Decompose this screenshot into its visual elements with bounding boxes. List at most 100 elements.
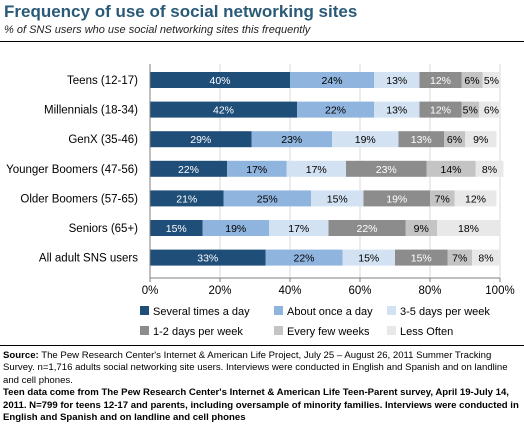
data-label: 6% bbox=[464, 75, 479, 87]
bar-segment bbox=[472, 249, 500, 266]
category-label: Seniors (65+) bbox=[69, 223, 139, 235]
data-label: 5% bbox=[463, 105, 478, 117]
data-label: 7% bbox=[435, 193, 450, 205]
legend-label: About once a day bbox=[287, 306, 373, 318]
data-label: 22% bbox=[178, 164, 199, 176]
bar-segment bbox=[342, 249, 395, 266]
chart-subtitle: % of SNS users who use social networking… bbox=[4, 24, 311, 36]
data-label: 42% bbox=[213, 105, 234, 117]
data-label: 25% bbox=[257, 193, 278, 205]
data-label: 15% bbox=[411, 253, 432, 265]
legend-label: Less Often bbox=[400, 326, 453, 338]
bar-segment bbox=[395, 249, 448, 266]
legend-label: Every few weeks bbox=[287, 326, 370, 338]
bar-segment bbox=[150, 249, 266, 266]
source-note: Source: The Pew Research Center's Intern… bbox=[3, 350, 521, 424]
data-label: 8% bbox=[482, 164, 497, 176]
bar-segment bbox=[251, 131, 332, 148]
source-label: Source: bbox=[3, 350, 39, 361]
category-label: Millennials (18-34) bbox=[44, 105, 138, 117]
legend-label: 1-2 days per week bbox=[153, 326, 243, 338]
data-label: 22% bbox=[325, 105, 346, 117]
category-label: GenX (35-46) bbox=[68, 134, 138, 146]
bar-segment bbox=[332, 131, 399, 148]
bar-segment bbox=[269, 220, 329, 236]
data-label: 19% bbox=[386, 193, 407, 205]
data-label: 5% bbox=[484, 75, 499, 87]
bar-segment bbox=[447, 249, 472, 266]
data-label: 17% bbox=[306, 164, 327, 176]
category-label: Younger Boomers (47-56) bbox=[6, 164, 138, 176]
data-label: 9% bbox=[414, 223, 429, 235]
data-label: 40% bbox=[209, 75, 230, 87]
bar-segment bbox=[398, 131, 444, 148]
bar-segment bbox=[419, 101, 462, 118]
data-label: 19% bbox=[225, 223, 246, 235]
data-label: 17% bbox=[288, 223, 309, 235]
bar-segment bbox=[482, 72, 500, 88]
data-label: 19% bbox=[355, 134, 376, 146]
bar-segment bbox=[328, 220, 406, 236]
data-label: 7% bbox=[452, 253, 467, 265]
data-label: 23% bbox=[376, 164, 397, 176]
source-paragraph-1: Source: The Pew Research Center's Intern… bbox=[3, 350, 521, 387]
legend-swatch bbox=[274, 326, 283, 335]
bar-segment bbox=[444, 131, 465, 148]
bar-segment bbox=[374, 72, 420, 88]
bar-segment bbox=[454, 190, 497, 207]
source-divider bbox=[0, 345, 524, 346]
data-label: 9% bbox=[473, 134, 488, 146]
stacked-bar-chart: Teens (12-17) 40% 24% 13% 12% 6% 5% Millennials… bbox=[6, 64, 515, 338]
bar-segment bbox=[297, 101, 374, 118]
bar-segment bbox=[346, 160, 427, 177]
bar-segment bbox=[265, 249, 343, 266]
data-label: 12% bbox=[430, 105, 451, 117]
source-text-1: The Pew Research Center's Internet & Ame… bbox=[3, 350, 508, 386]
legend-swatch bbox=[140, 326, 149, 335]
bar-segment bbox=[150, 101, 297, 118]
data-label: 22% bbox=[356, 223, 377, 235]
top-divider bbox=[0, 41, 524, 42]
legend-swatch bbox=[387, 326, 396, 335]
bar-segment bbox=[150, 220, 203, 236]
data-label: 29% bbox=[190, 134, 211, 146]
data-label: 17% bbox=[246, 164, 267, 176]
chart-title: Frequency of use of social networking si… bbox=[4, 2, 358, 21]
legend-label: Several times a day bbox=[153, 306, 250, 318]
bar-segment bbox=[426, 160, 476, 177]
x-tick-label: 40% bbox=[278, 285, 301, 297]
data-label: 21% bbox=[176, 193, 197, 205]
bar-segment bbox=[290, 72, 374, 88]
bar-segment bbox=[374, 101, 420, 118]
legend-swatch bbox=[274, 306, 283, 315]
data-label: 24% bbox=[321, 75, 342, 87]
bar-segment bbox=[363, 190, 430, 207]
data-label: 18% bbox=[458, 223, 479, 235]
x-tick-label: 0% bbox=[142, 285, 159, 297]
bar-segment bbox=[150, 72, 290, 88]
bar-segment bbox=[461, 72, 483, 88]
bar-segment bbox=[461, 101, 479, 118]
bar-segment bbox=[150, 160, 227, 177]
bar-segment bbox=[479, 101, 500, 118]
x-tick-label: 100% bbox=[485, 285, 514, 297]
data-label: 12% bbox=[430, 75, 451, 87]
data-label: 15% bbox=[327, 193, 348, 205]
bar-segment bbox=[150, 131, 252, 148]
data-label: 22% bbox=[293, 253, 314, 265]
bar-segment bbox=[286, 160, 346, 177]
bar-segment bbox=[430, 190, 455, 207]
category-label: Teens (12-17) bbox=[67, 75, 138, 87]
data-label: 6% bbox=[447, 134, 462, 146]
data-label: 15% bbox=[166, 223, 187, 235]
data-label: 8% bbox=[478, 253, 493, 265]
source-paragraph-2: Teen data come from The Pew Research Cen… bbox=[3, 387, 521, 424]
source-text-2: Teen data come from The Pew Research Cen… bbox=[3, 387, 519, 424]
data-label: 12% bbox=[465, 193, 486, 205]
x-tick-label: 20% bbox=[208, 285, 231, 297]
bar-segment bbox=[437, 220, 500, 236]
category-label: Older Boomers (57-65) bbox=[20, 193, 138, 205]
data-label: 13% bbox=[411, 134, 432, 146]
data-label: 13% bbox=[386, 105, 407, 117]
bar-segment bbox=[150, 190, 224, 207]
